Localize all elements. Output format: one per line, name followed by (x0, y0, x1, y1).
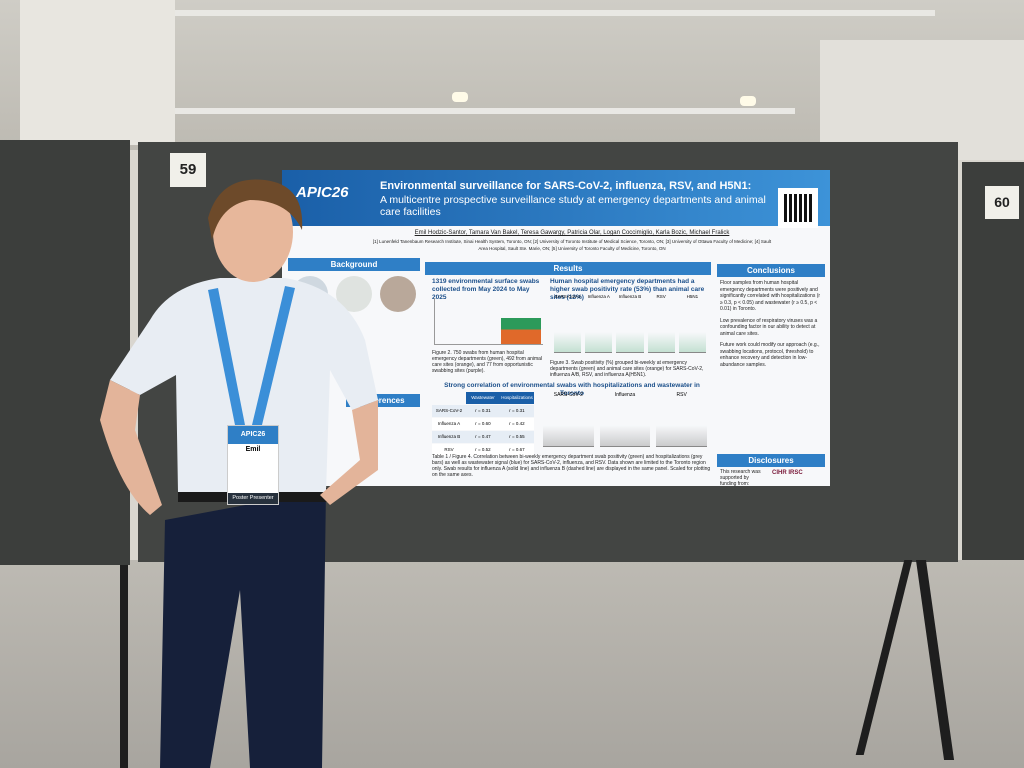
lanyard (208, 286, 295, 425)
panel-label: SARS-CoV-2 (553, 392, 583, 398)
poster: APIC26 Environmental surveillance for SA… (282, 170, 830, 487)
panel-plot (599, 400, 651, 447)
panel-plot (647, 302, 675, 353)
row-label: Influenza B (432, 431, 466, 443)
bar-chart-figure (434, 298, 543, 345)
poster-header (282, 170, 830, 226)
stand-leg (120, 565, 128, 768)
shirt (110, 278, 378, 492)
table-caption: Table 1 / Figure 4. Correlation between … (432, 454, 711, 478)
qr-code (778, 188, 818, 228)
row-label: SARS-CoV-2 (432, 405, 466, 417)
panel-plot (543, 400, 594, 447)
badge-name: Emil (245, 446, 261, 453)
section-heading: Conclusions (717, 264, 825, 277)
display-board (962, 162, 1024, 560)
conclusion-point: Low prevalence of respiratory viruses wa… (720, 317, 818, 337)
pillar (20, 0, 175, 145)
table-cell: r = 0.47 (466, 431, 500, 443)
arm (100, 380, 162, 515)
row-label: Influenza A (432, 418, 466, 430)
light (452, 92, 468, 102)
section-heading: Disclosures (717, 454, 825, 467)
booth-number: 59 (170, 153, 206, 187)
section-heading: Background (288, 258, 420, 271)
arm (320, 400, 378, 505)
conclusion-list: Floor samples from human hospital emerge… (720, 280, 824, 373)
table-cell: r = 0.31 (500, 405, 534, 417)
poster-title: Environmental surveillance for SARS-CoV-… (380, 180, 752, 192)
figure-caption: Figure 3. Swab positivity (%) grouped bi… (550, 360, 704, 378)
person (100, 179, 378, 768)
table-cell: r = 0.60 (466, 418, 500, 430)
panel-plot (678, 302, 706, 353)
panel-label: RSV (676, 392, 687, 398)
table-cell: r = 0.42 (500, 418, 534, 430)
truss (175, 108, 795, 114)
table-header: Wastewater (466, 392, 500, 404)
face (213, 182, 293, 282)
panel-labels: SARS-CoV-2 Influenza RSV (540, 392, 710, 448)
panel-labels: SARS-CoV-2 Influenza A Influenza B RSV H5N1 (552, 294, 708, 356)
poster-subtitle: A multicentre prospective surveillance s… (380, 194, 766, 218)
row-label: RSV (432, 444, 466, 456)
panel-label: SARS-CoV-2 (554, 294, 581, 299)
table-cell: r = 0.55 (500, 431, 534, 443)
panel-label: H5N1 (686, 294, 699, 299)
trousers (160, 490, 326, 768)
figure-caption: Figure 2. 750 swabs from human hospital … (432, 350, 543, 374)
authors: Emil Hodzic-Santor, Tamara Van Bakel, Te… (414, 230, 730, 236)
disclosure-text: This research was supported by funding f… (720, 469, 761, 487)
conclusion-point: Floor samples from human hospital emerge… (720, 280, 821, 312)
funder: CIHR IRSC (772, 470, 803, 476)
table-cell: r = 0.52 (466, 444, 500, 456)
panel-plot (656, 400, 707, 447)
icon (380, 276, 416, 312)
hair (208, 179, 303, 240)
table-cell: r = 0.31 (466, 405, 500, 417)
panel-label: Influenza A (587, 294, 610, 299)
panel-label: RSV (656, 294, 666, 299)
panel-plot (554, 302, 582, 353)
wall (820, 40, 1024, 160)
poster-logo: APIC26 (296, 184, 349, 201)
table-header: Hospitalizations (500, 392, 534, 404)
affiliations: [1] Lunenfeld Tanenbaum Research Institu… (372, 239, 772, 251)
badge-ribbon: Poster Presenter (228, 493, 278, 504)
panel-label: Influenza (614, 392, 636, 398)
panel-plot (585, 302, 613, 353)
conclusion-point: Future work could modify our approach (e… (720, 342, 820, 368)
result-stat: 1319 environmental surface swabs collect… (432, 278, 540, 301)
subsection-heading: Strong correlation of environmental swab… (444, 382, 700, 397)
panel-label: Influenza B (618, 294, 642, 299)
name-badge: APIC26 Emil Poster Presenter (227, 425, 279, 505)
badge-conference: APIC26 (228, 426, 278, 444)
panel-plot (616, 302, 644, 353)
truss (175, 10, 935, 16)
table-cell: r = 0.67 (500, 444, 534, 456)
light (740, 96, 756, 106)
result-stat: Human hospital emergency departments had… (550, 278, 705, 301)
display-board (0, 140, 130, 565)
booth-number: 60 (985, 186, 1019, 219)
section-heading: Results (425, 262, 711, 275)
